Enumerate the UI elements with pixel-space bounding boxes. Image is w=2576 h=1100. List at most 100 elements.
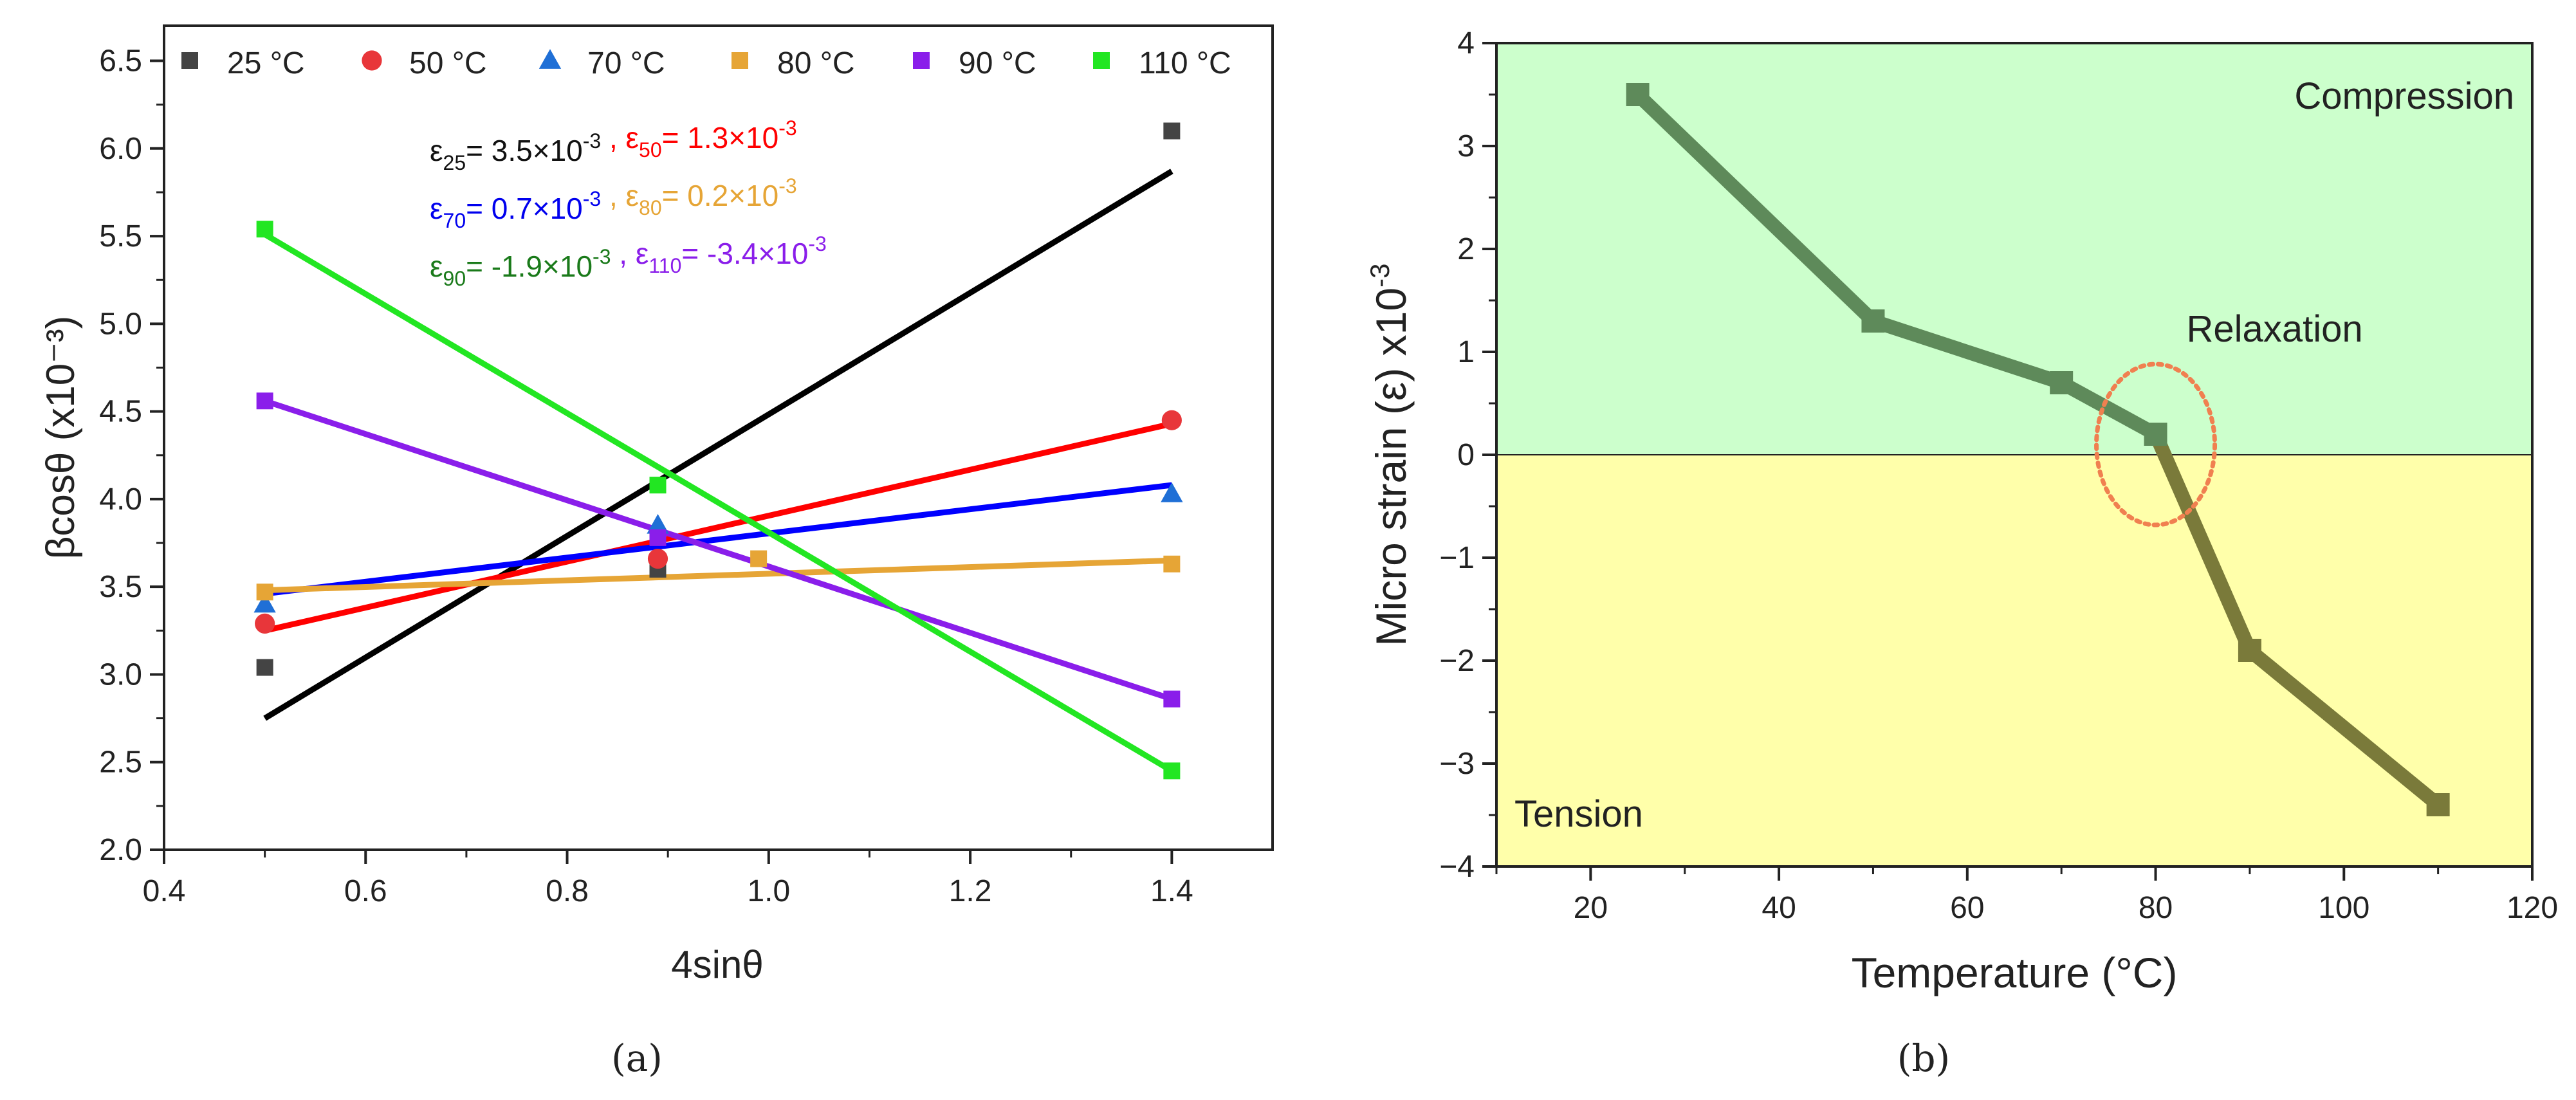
legend-marker xyxy=(1093,52,1110,69)
b-x-axis-label: Temperature (°C) xyxy=(1852,949,2178,996)
strain-segment xyxy=(1630,87,1881,328)
a-axis-ticks: 0.4 0.6 0.8 1.0 1.2 1.4 2.0 2.5 3.0 3.5 4.0 4.5 5.0 5… xyxy=(99,44,1193,908)
a-y-tick-label: 2.0 xyxy=(99,833,142,867)
fit-line xyxy=(264,482,1172,597)
data-point xyxy=(1163,690,1181,708)
fit-line xyxy=(264,398,1173,702)
b-x-tick-label: 20 xyxy=(1574,891,1608,925)
a-x-tick-label: 0.8 xyxy=(546,874,589,908)
b-axis-ticks: 20 40 60 80 100 120 −4 −3 −2 −1 0 1 2 3 4 xyxy=(1439,26,2558,925)
legend-marker xyxy=(731,52,748,69)
b-y-tick-label: 3 xyxy=(1457,129,1475,163)
panel-b: 20 40 60 80 100 120 −4 −3 −2 −1 0 1 2 3 4 Relaxation C… xyxy=(1365,26,2558,1080)
legend-label: 70 °C xyxy=(587,46,665,80)
data-point xyxy=(256,659,273,676)
a-x-tick-label: 0.4 xyxy=(143,874,186,908)
tension-label: Tension xyxy=(1514,793,1643,835)
b-x-tick-label: 40 xyxy=(1762,891,1796,925)
a-caption: (a) xyxy=(611,1036,663,1080)
fit-line xyxy=(264,557,1172,594)
a-y-tick-label: 5.0 xyxy=(99,307,142,341)
legend-marker xyxy=(913,52,930,69)
b-y-tick-label: 1 xyxy=(1457,335,1475,369)
data-point xyxy=(256,583,273,601)
b-y-tick-label: −4 xyxy=(1439,850,1475,884)
strain-annotation: ε70= 0.7×10-3 , ε80= 0.2×10-3 xyxy=(430,174,797,232)
tension-region xyxy=(1496,455,2532,866)
data-point xyxy=(256,221,273,238)
data-point xyxy=(255,613,275,634)
strain-point xyxy=(2144,423,2167,446)
a-y-tick-label: 6.0 xyxy=(99,132,142,166)
b-y-tick-label: −2 xyxy=(1439,644,1475,678)
relaxation-label: Relaxation xyxy=(2187,308,2363,350)
a-y-tick-label: 3.5 xyxy=(99,570,142,604)
a-data-points xyxy=(253,122,1183,780)
legend-marker xyxy=(362,50,382,71)
legend-marker xyxy=(181,52,198,69)
data-point xyxy=(1163,122,1181,140)
plot-a-frame xyxy=(163,24,1274,851)
data-point xyxy=(256,392,273,410)
legend-marker xyxy=(538,49,562,69)
data-point xyxy=(647,514,669,534)
a-y-tick-label: 2.5 xyxy=(99,746,142,780)
b-y-tick-label: 2 xyxy=(1457,232,1475,266)
a-y-tick-label: 6.5 xyxy=(99,44,142,78)
a-x-axis-label: 4sinθ xyxy=(671,943,763,986)
b-y-axis-label-exponent: -3 xyxy=(1365,264,1395,288)
strain-point xyxy=(2050,371,2074,394)
b-x-tick-label: 80 xyxy=(2139,891,2173,925)
legend-label: 50 °C xyxy=(409,46,487,80)
b-y-tick-label: 0 xyxy=(1457,438,1475,472)
b-x-tick-label: 120 xyxy=(2507,891,2558,925)
b-y-tick-label: 4 xyxy=(1457,26,1475,60)
strain-segment xyxy=(2148,427,2257,657)
relaxation-ring xyxy=(2094,362,2218,527)
fit-line xyxy=(263,232,1173,774)
b-y-axis-label-text: Micro strain (ε) x10 xyxy=(1367,288,1415,646)
a-y-tick-label: 4.5 xyxy=(99,395,142,429)
panel-a: 0.4 0.6 0.8 1.0 1.2 1.4 2.0 2.5 3.0 3.5 4.0 4.5 5.0 5… xyxy=(39,24,1274,1080)
data-point xyxy=(1161,482,1183,502)
data-point xyxy=(1163,762,1181,780)
fit-line xyxy=(264,421,1173,634)
fit-line xyxy=(263,169,1173,721)
a-x-tick-label: 0.6 xyxy=(344,874,387,908)
a-y-tick-label: 4.0 xyxy=(99,482,142,517)
a-x-tick-label: 1.0 xyxy=(747,874,790,908)
b-y-tick-label: −1 xyxy=(1439,541,1475,575)
a-fit-lines xyxy=(263,169,1173,774)
a-x-tick-label: 1.4 xyxy=(1150,874,1193,908)
data-point xyxy=(649,477,667,494)
strain-series xyxy=(1626,83,2450,816)
strain-segment xyxy=(2054,376,2163,441)
strain-segment xyxy=(2242,643,2445,812)
compression-label: Compression xyxy=(2294,75,2514,117)
data-point xyxy=(1163,555,1181,573)
a-legend: 25 °C 50 °C 70 °C 80 °C 90 °C 110 °C xyxy=(181,46,1231,80)
strain-segment xyxy=(1866,314,2069,390)
compression-region xyxy=(1496,43,2532,455)
a-y-axis-label: βcosθ (x10⁻³) xyxy=(39,316,83,559)
legend-label: 25 °C xyxy=(227,46,305,80)
data-point xyxy=(649,529,667,546)
strain-point xyxy=(1861,309,1885,333)
data-point xyxy=(750,550,768,567)
strain-point xyxy=(2238,639,2261,662)
strain-point xyxy=(1626,83,1650,106)
strain-annotation: ε90= -1.9×10-3 , ε110= -3.4×10-3 xyxy=(430,232,827,290)
strain-point xyxy=(2426,793,2450,816)
legend-label: 90 °C xyxy=(959,46,1036,80)
legend-label: 110 °C xyxy=(1139,46,1231,80)
b-y-axis-label: Micro strain (ε) x10-3 xyxy=(1365,264,1415,646)
a-y-tick-label: 3.0 xyxy=(99,657,142,692)
a-y-tick-label: 5.5 xyxy=(99,219,142,253)
a-x-tick-label: 1.2 xyxy=(949,874,992,908)
b-y-tick-label: −3 xyxy=(1439,747,1475,781)
legend-label: 80 °C xyxy=(777,46,855,80)
b-caption: (b) xyxy=(1897,1036,1950,1080)
b-x-tick-label: 100 xyxy=(2318,891,2369,925)
